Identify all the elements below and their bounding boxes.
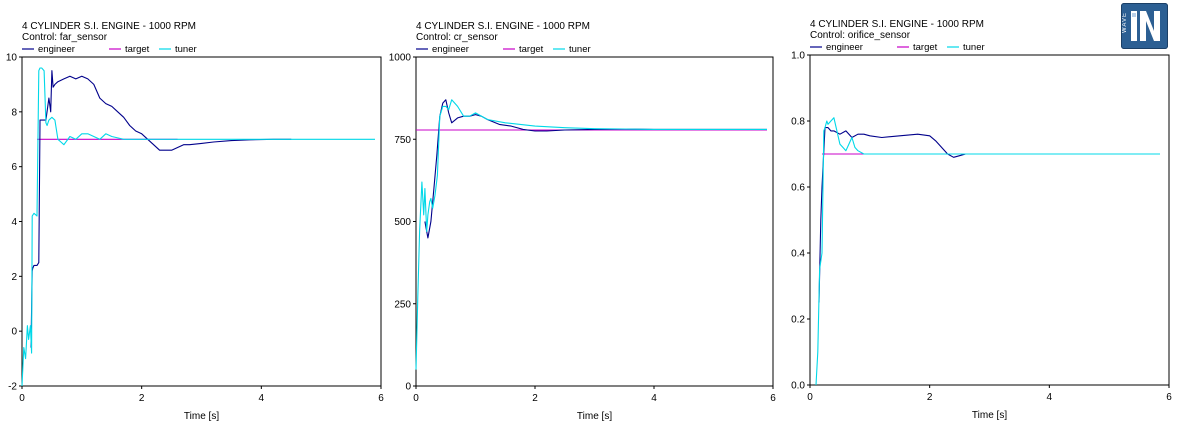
chart-panel-1: 4 CYLINDER S.I. ENGINE - 1000 RPMControl… bbox=[6, 21, 384, 422]
y-tick-label: 8 bbox=[11, 107, 17, 118]
x-tick-label: 0 bbox=[413, 393, 419, 404]
x-axis-label: Time [s] bbox=[577, 411, 612, 422]
legend-label-engineer: engineer bbox=[826, 42, 863, 53]
y-tick-label: 0 bbox=[405, 382, 411, 393]
x-tick-label: 4 bbox=[259, 393, 265, 404]
chart-panel-2: 4 CYLINDER S.I. ENGINE - 1000 RPMControl… bbox=[389, 21, 776, 422]
x-axis-label: Time [s] bbox=[972, 410, 1007, 421]
y-tick-label: 0 bbox=[11, 327, 17, 338]
y-tick-label: 1000 bbox=[389, 53, 412, 64]
chart-title: 4 CYLINDER S.I. ENGINE - 1000 RPM bbox=[22, 21, 196, 32]
legend-label-tuner: tuner bbox=[963, 42, 985, 53]
plot-frame bbox=[809, 54, 1170, 386]
y-tick-label: 0.8 bbox=[791, 117, 805, 128]
y-tick-label: 0.0 bbox=[791, 381, 805, 392]
y-tick-label: -2 bbox=[8, 382, 17, 393]
legend-label-target: target bbox=[125, 44, 150, 55]
plot-frame bbox=[415, 56, 774, 387]
series-line-engineer bbox=[818, 127, 990, 303]
y-tick-label: 6 bbox=[11, 162, 17, 173]
chart-subtitle: Control: far_sensor bbox=[22, 32, 108, 43]
x-axis-label: Time [s] bbox=[184, 411, 219, 422]
legend-label-target: target bbox=[519, 44, 544, 55]
legend-label-tuner: tuner bbox=[175, 44, 197, 55]
series-line-tuner bbox=[21, 67, 375, 387]
x-tick-label: 6 bbox=[378, 393, 384, 404]
x-tick-label: 6 bbox=[1166, 392, 1172, 403]
y-tick-label: 2 bbox=[11, 272, 17, 283]
x-tick-label: 2 bbox=[927, 392, 933, 403]
y-tick-label: 10 bbox=[6, 53, 18, 64]
y-tick-label: 4 bbox=[11, 217, 17, 228]
legend-label-target: target bbox=[913, 42, 938, 53]
x-tick-label: 6 bbox=[770, 393, 776, 404]
chart-subtitle: Control: orifice_sensor bbox=[810, 30, 911, 41]
chart-title: 4 CYLINDER S.I. ENGINE - 1000 RPM bbox=[810, 19, 984, 30]
y-tick-label: 1.0 bbox=[791, 51, 805, 62]
y-tick-label: 0.2 bbox=[791, 315, 805, 326]
chart-subtitle: Control: cr_sensor bbox=[416, 32, 498, 43]
y-tick-label: 0.6 bbox=[791, 183, 805, 194]
legend-label-engineer: engineer bbox=[432, 44, 469, 55]
plot-frame bbox=[21, 56, 382, 387]
chart-title: 4 CYLINDER S.I. ENGINE - 1000 RPM bbox=[416, 21, 590, 32]
series-line-tuner bbox=[415, 99, 767, 370]
series-line-tuner bbox=[815, 117, 1160, 386]
series-line-engineer bbox=[424, 99, 767, 239]
legend-label-tuner: tuner bbox=[569, 44, 591, 55]
y-tick-label: 750 bbox=[394, 135, 411, 146]
legend-label-engineer: engineer bbox=[38, 44, 75, 55]
y-tick-label: 500 bbox=[394, 217, 411, 228]
chart-panel-3: 4 CYLINDER S.I. ENGINE - 1000 RPMControl… bbox=[791, 19, 1172, 421]
x-tick-label: 4 bbox=[651, 393, 657, 404]
x-tick-label: 2 bbox=[139, 393, 145, 404]
y-tick-label: 0.4 bbox=[791, 249, 805, 260]
y-tick-label: 250 bbox=[394, 299, 411, 310]
x-tick-label: 0 bbox=[19, 393, 25, 404]
wave-logo-mark bbox=[1131, 11, 1160, 41]
x-tick-label: 2 bbox=[532, 393, 538, 404]
x-tick-label: 0 bbox=[807, 392, 813, 403]
x-tick-label: 4 bbox=[1047, 392, 1053, 403]
series-line-engineer bbox=[30, 70, 292, 348]
wave-logo: WAVE bbox=[1121, 3, 1168, 49]
